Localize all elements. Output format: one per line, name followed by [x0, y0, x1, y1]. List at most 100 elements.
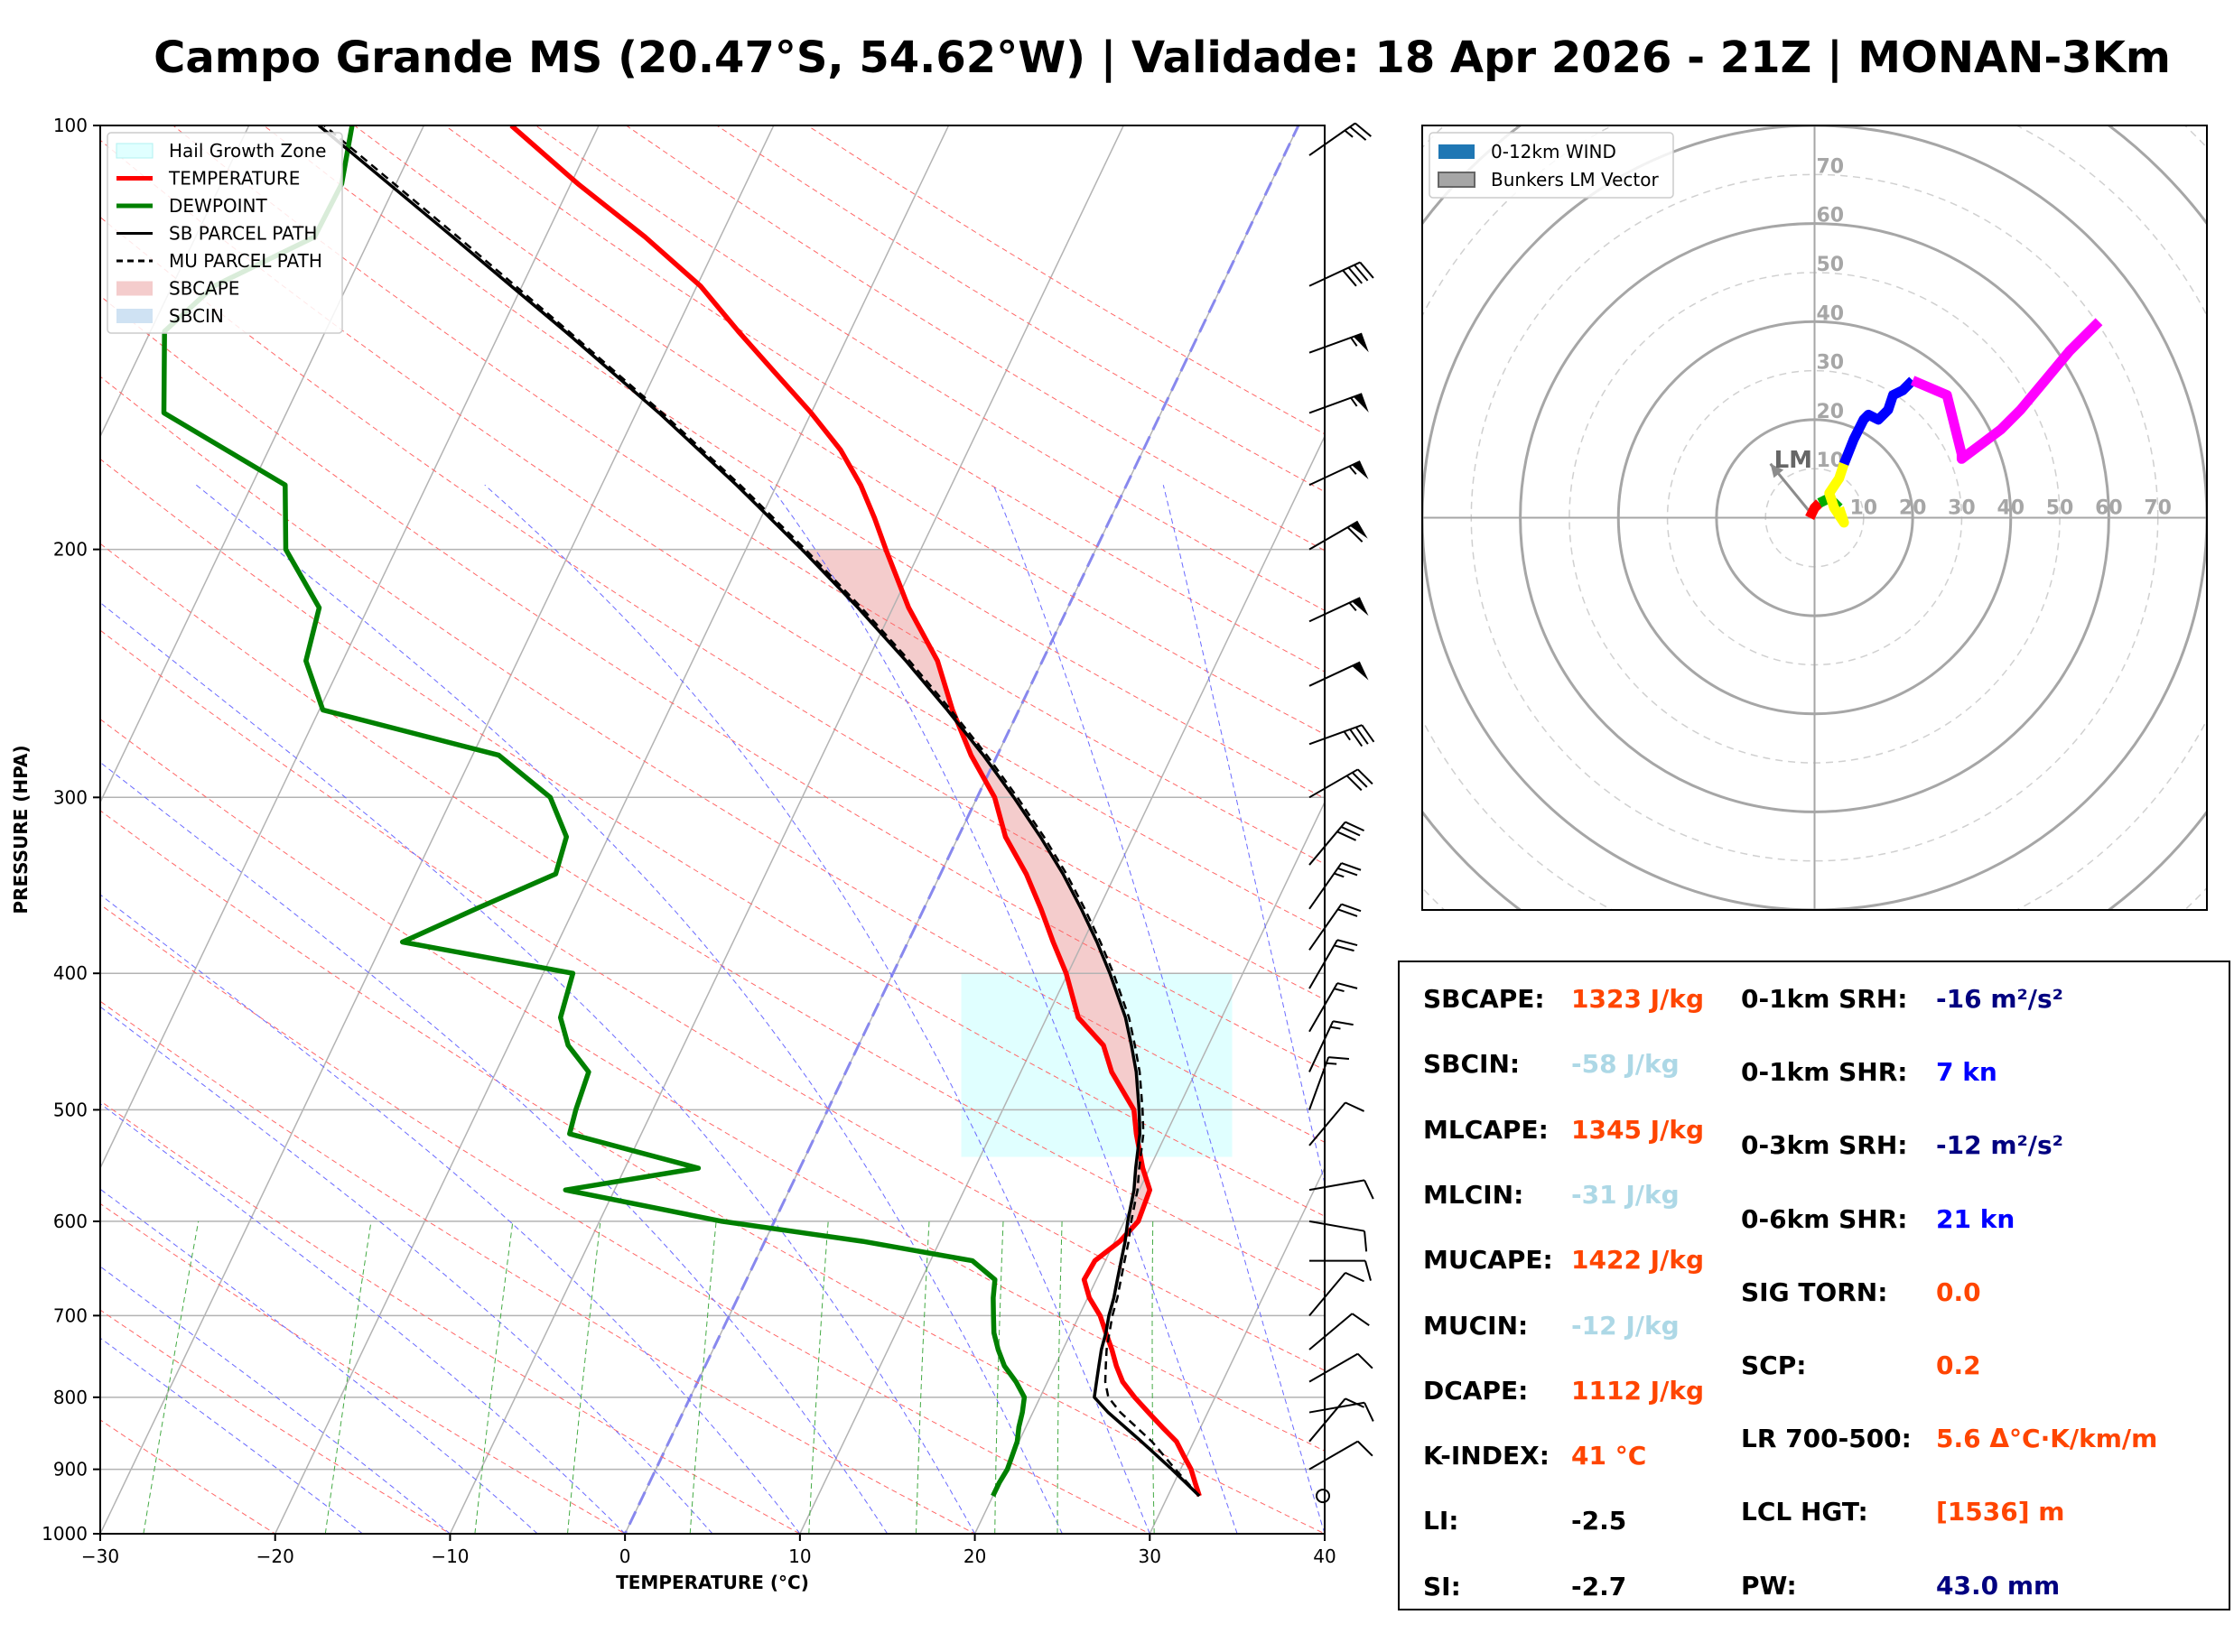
wind-barb [1308, 1401, 1374, 1422]
y-tick-label: 200 [53, 539, 88, 561]
param-label: PW: [1741, 1570, 1797, 1601]
hodograph-segment [1910, 318, 2103, 464]
param-value: 0.0 [1936, 1276, 1981, 1307]
x-tick-label: −30 [81, 1545, 119, 1567]
dewpoint-line [161, 125, 1028, 1498]
wind-barb [1308, 1397, 1364, 1443]
param-label: SCP: [1741, 1350, 1807, 1380]
x-axis-label: TEMPERATURE (°C) [616, 1572, 809, 1593]
wind-barb [1308, 393, 1369, 414]
wind-barb [1308, 661, 1369, 687]
param-value: 1323 J/kg [1571, 984, 1704, 1014]
param-label: DCAPE: [1423, 1375, 1529, 1406]
wind-barb [1308, 903, 1362, 951]
y-tick-label: 1000 [42, 1523, 88, 1545]
wind-barb [1308, 768, 1373, 799]
legend-entry: SB PARCEL PATH [116, 223, 317, 245]
dry-adiabat [100, 1000, 976, 1534]
moist-adiabat [1162, 485, 1325, 1186]
legend-label: SBCAPE [169, 278, 239, 300]
dry-adiabat [100, 904, 1151, 1534]
legend-label: MU PARCEL PATH [169, 250, 322, 272]
mixing-ratio-line [689, 1220, 717, 1534]
moist-adiabat [768, 484, 1238, 1534]
x-tick-label: −20 [256, 1545, 294, 1567]
wind-barb [1308, 1056, 1350, 1110]
x-tick-label: −10 [431, 1545, 469, 1567]
hodograph-segment [1805, 499, 1823, 520]
moist-adiabat [100, 1188, 538, 1534]
isotherm-line [973, 800, 1325, 1534]
legend-label: Bunkers LM Vector [1491, 169, 1660, 190]
param-label: SBCAPE: [1423, 984, 1545, 1014]
moist-adiabat [100, 1102, 626, 1534]
param-label: MUCIN: [1423, 1310, 1529, 1341]
y-tick-label: 800 [53, 1387, 88, 1408]
ring-label-y: 40 [1817, 302, 1845, 325]
ring-label-y: 20 [1817, 401, 1845, 423]
sb-parcel-line [317, 125, 1201, 1498]
x-tick-label: 20 [963, 1545, 986, 1567]
mixing-ratio-line [474, 1220, 514, 1534]
param-value: -58 J/kg [1571, 1049, 1680, 1080]
hodograph-ring [1422, 125, 2207, 910]
isotherm-line [274, 125, 950, 1534]
wind-barb [1308, 597, 1369, 623]
dry-adiabat [100, 139, 1325, 932]
param-value: -12 J/kg [1571, 1310, 1680, 1341]
y-axis-label: PRESSURE (HPA) [10, 745, 32, 914]
ring-label-x: 70 [2144, 497, 2172, 520]
legend-entry: SBCIN [116, 305, 224, 327]
moist-adiabat [195, 484, 1063, 1534]
mixing-ratio-line [567, 1220, 601, 1534]
dry-adiabat [263, 125, 1325, 800]
mixing-ratio-line [916, 1220, 930, 1534]
legend-entry: Hail Growth Zone [116, 140, 326, 162]
hodograph-segment [1824, 462, 1849, 528]
ring-label-x: 20 [1899, 497, 1927, 520]
ring-label-x: 60 [2095, 497, 2123, 520]
ring-label-y: 70 [1817, 155, 1845, 178]
param-label: SBCIN: [1423, 1049, 1521, 1080]
param-label: 0-1km SRH: [1741, 984, 1908, 1014]
moist-adiabat [100, 894, 801, 1534]
wind-barb [1308, 1179, 1374, 1200]
param-value: 43.0 mm [1936, 1570, 2061, 1601]
wind-barb [1308, 1220, 1368, 1252]
param-label: LCL HGT: [1741, 1497, 1868, 1527]
mixing-ratio-line [1151, 1220, 1155, 1534]
isotherm-line [1149, 1166, 1325, 1534]
param-value: 1422 J/kg [1571, 1245, 1704, 1276]
dry-adiabat [100, 719, 1325, 1452]
legend-entry: SBCAPE [116, 278, 239, 300]
param-label: 0-6km SHR: [1741, 1203, 1908, 1234]
param-label: 0-3km SRH: [1741, 1130, 1908, 1161]
param-value: -16 m²/s² [1936, 984, 2063, 1014]
chart-title: Campo Grande MS (20.47°S, 54.62°W) | Val… [154, 32, 2171, 83]
mixing-ratio-line [324, 1220, 372, 1534]
param-label: SI: [1423, 1571, 1461, 1601]
moist-adiabat [992, 485, 1325, 1534]
zero-isotherm [623, 125, 1300, 1534]
moist-adiabat [100, 1006, 713, 1534]
y-tick-label: 300 [53, 786, 88, 808]
param-label: LI: [1423, 1506, 1459, 1536]
param-value: 1345 J/kg [1571, 1114, 1704, 1145]
wind-barb [1309, 1259, 1372, 1281]
param-label: K-INDEX: [1423, 1441, 1550, 1471]
mu-parcel-line [323, 125, 1201, 1497]
legend-entry: TEMPERATURE [116, 168, 300, 190]
wind-barb [1308, 1313, 1370, 1350]
param-value: [1536] m [1936, 1497, 2065, 1527]
wind-barb [1308, 460, 1369, 487]
param-value: 1112 J/kg [1571, 1375, 1704, 1406]
param-value: 7 kn [1936, 1057, 1997, 1088]
dry-adiabat [100, 216, 1325, 1000]
moist-adiabat [100, 761, 889, 1534]
wind-barb [1308, 821, 1364, 866]
ring-label-y: 60 [1817, 205, 1845, 227]
ring-label-y: 50 [1817, 254, 1845, 276]
ring-label-x: 30 [1948, 497, 1976, 520]
